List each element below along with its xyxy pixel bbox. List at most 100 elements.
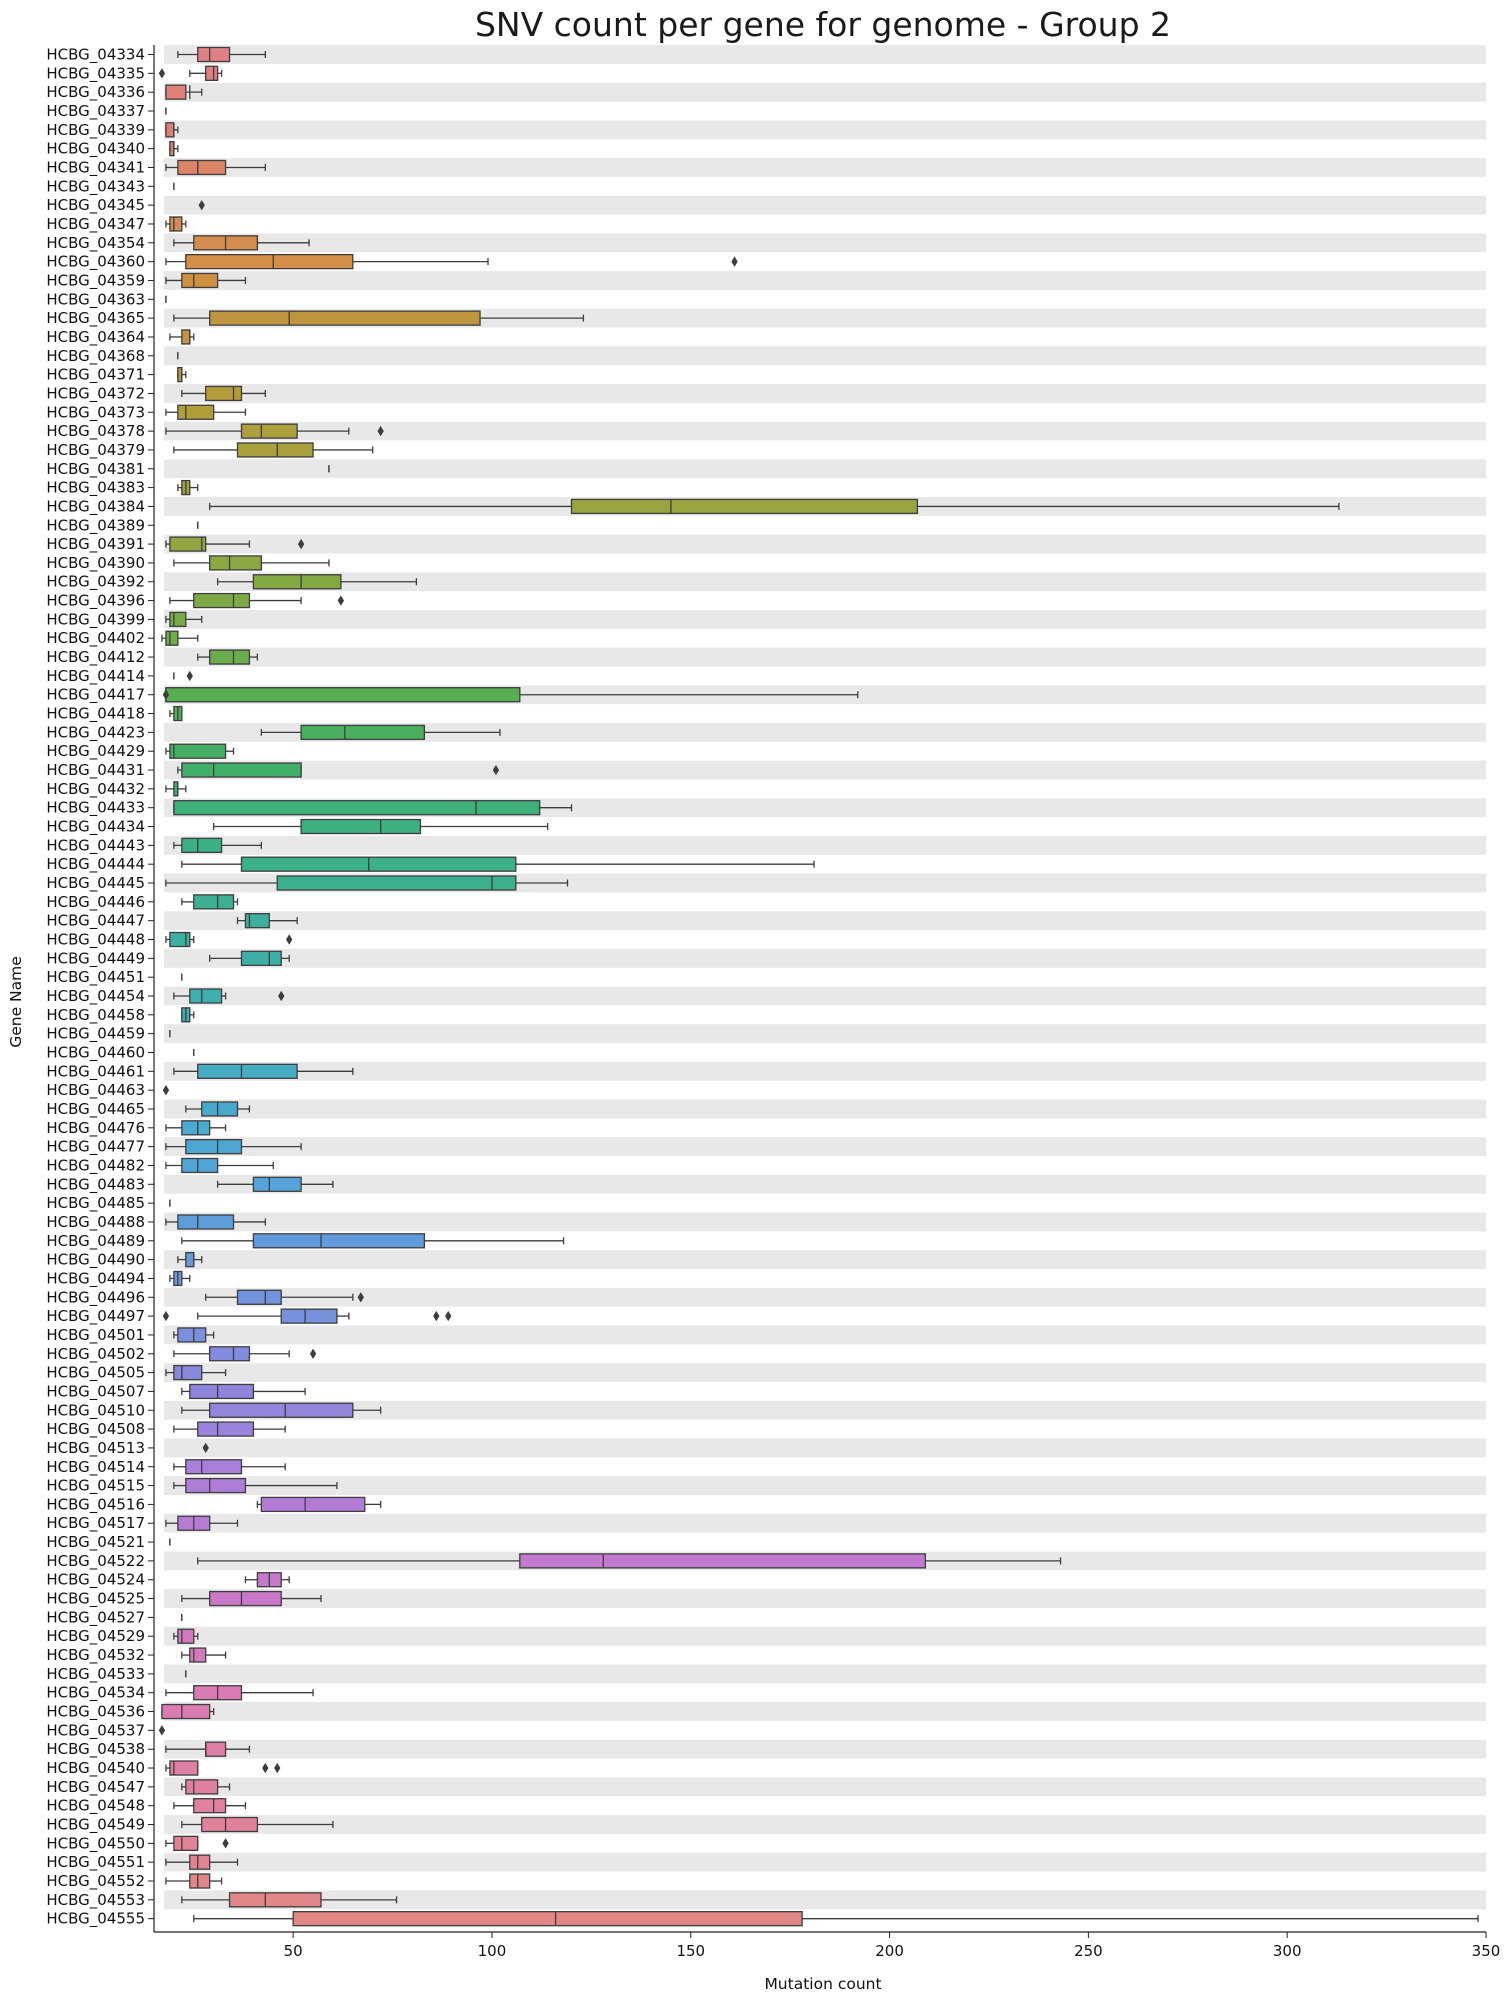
row-band (164, 609, 1486, 629)
y-tick-label: HCBG_04363 (46, 290, 145, 309)
box-HCBG_04339 (165, 122, 179, 138)
row-band (164, 120, 1486, 140)
row-band (164, 1212, 1486, 1232)
y-tick-label: HCBG_04423 (46, 723, 145, 742)
row-band (164, 1287, 1486, 1307)
box-HCBG_04515 (173, 1477, 338, 1494)
x-tick-label: 50 (284, 1942, 303, 1960)
y-tick-label: HCBG_04371 (46, 366, 145, 385)
y-tick-label: HCBG_04417 (46, 686, 145, 705)
y-tick-label: HCBG_04525 (46, 1590, 145, 1609)
box-body (197, 46, 231, 63)
y-tick-label: HCBG_04414 (46, 667, 145, 686)
box-HCBG_04508 (173, 1421, 286, 1437)
row-band (164, 1325, 1486, 1345)
outlier-point (202, 1442, 209, 1454)
row-band (164, 835, 1486, 855)
row-band (164, 233, 1486, 253)
box-HCBG_04432 (165, 781, 187, 797)
x-tick-label: 350 (1472, 1942, 1501, 1960)
box-body (189, 1854, 211, 1870)
box-HCBG_04465 (185, 1101, 251, 1117)
box-HCBG_04463 (162, 1084, 170, 1096)
y-tick-label: HCBG_04418 (46, 705, 145, 724)
box-body (173, 800, 541, 816)
box-HCBG_04505 (165, 1364, 227, 1381)
box-HCBG_04391 (165, 536, 305, 552)
box-HCBG_04522 (197, 1553, 1062, 1569)
y-tick-label: HCBG_04522 (46, 1552, 145, 1571)
box-HCBG_04476 (165, 1120, 227, 1136)
row-band (164, 1777, 1486, 1797)
y-tick-label: HCBG_04345 (46, 196, 145, 215)
box-body (280, 1308, 338, 1324)
y-tick-label: HCBG_04454 (46, 987, 145, 1006)
y-tick-label: HCBG_04339 (46, 121, 145, 140)
box-body (181, 272, 219, 289)
outlier-point (337, 595, 345, 606)
box-HCBG_04454 (173, 988, 285, 1004)
outlier-point (377, 425, 384, 437)
y-tick-label: HCBG_04399 (46, 610, 145, 629)
box-body (185, 1138, 243, 1155)
y-tick-label: HCBG_04501 (46, 1326, 145, 1345)
box-body (177, 1214, 235, 1230)
y-tick-label: HCBG_04527 (46, 1608, 145, 1627)
box-HCBG_04536 (161, 1703, 215, 1720)
box-HCBG_04517 (165, 1515, 239, 1531)
y-tick-label: HCBG_04354 (46, 234, 145, 253)
box-HCBG_04488 (165, 1214, 266, 1230)
y-tick-label: HCBG_04458 (46, 1006, 145, 1025)
box-HCBG_04396 (169, 592, 345, 609)
box-body (165, 687, 521, 703)
row-band (164, 308, 1486, 328)
box-HCBG_04494 (169, 1270, 191, 1287)
box-body (169, 931, 191, 948)
box-HCBG_04551 (165, 1854, 239, 1870)
box-body (169, 743, 227, 759)
y-tick-label: HCBG_04381 (46, 460, 145, 479)
y-tick-label: HCBG_04396 (46, 592, 145, 611)
box-body (209, 1402, 354, 1418)
y-tick-label: HCBG_04529 (46, 1627, 145, 1646)
box-body (165, 122, 175, 138)
y-tick-label: HCBG_04517 (46, 1514, 145, 1533)
y-tick-label: HCBG_04497 (46, 1307, 145, 1326)
box-body (205, 385, 243, 402)
box-HCBG_04365 (173, 310, 585, 326)
box-HCBG_04429 (165, 743, 235, 759)
box-body (197, 1421, 255, 1437)
y-tick-label: HCBG_04555 (46, 1910, 145, 1929)
y-tick-label: HCBG_04383 (46, 479, 145, 498)
box-body (209, 649, 251, 665)
box-HCBG_04448 (165, 931, 293, 948)
y-tick-label: HCBG_04433 (46, 799, 145, 818)
box-body (228, 1892, 322, 1908)
box-HCBG_04414 (173, 670, 193, 682)
chart-title: SNV count per gene for genome - Group 2 (475, 5, 1171, 44)
box-body (300, 818, 422, 835)
box-HCBG_04345 (198, 199, 205, 211)
y-tick-label: HCBG_04485 (46, 1194, 145, 1213)
box-HCBG_04524 (244, 1572, 290, 1588)
box-HCBG_04553 (181, 1892, 398, 1908)
box-HCBG_04514 (173, 1459, 286, 1475)
y-tick-label: HCBG_04384 (46, 497, 145, 516)
row-band (164, 1702, 1486, 1721)
y-tick-label: HCBG_04482 (46, 1156, 145, 1175)
outlier-point (274, 1762, 281, 1774)
outlier-point (297, 538, 305, 550)
box-body (189, 1873, 211, 1889)
box-body (209, 1590, 282, 1607)
outlier-point (286, 934, 293, 945)
outlier-point (731, 256, 738, 267)
box-HCBG_04449 (209, 950, 290, 966)
outlier-point (162, 1310, 170, 1322)
row-band (164, 1024, 1486, 1044)
row-band (164, 1890, 1486, 1910)
box-body (276, 875, 517, 891)
y-tick-label: HCBG_04552 (46, 1872, 145, 1891)
y-tick-label: HCBG_04532 (46, 1646, 145, 1665)
y-tick-label: HCBG_04446 (46, 893, 145, 912)
